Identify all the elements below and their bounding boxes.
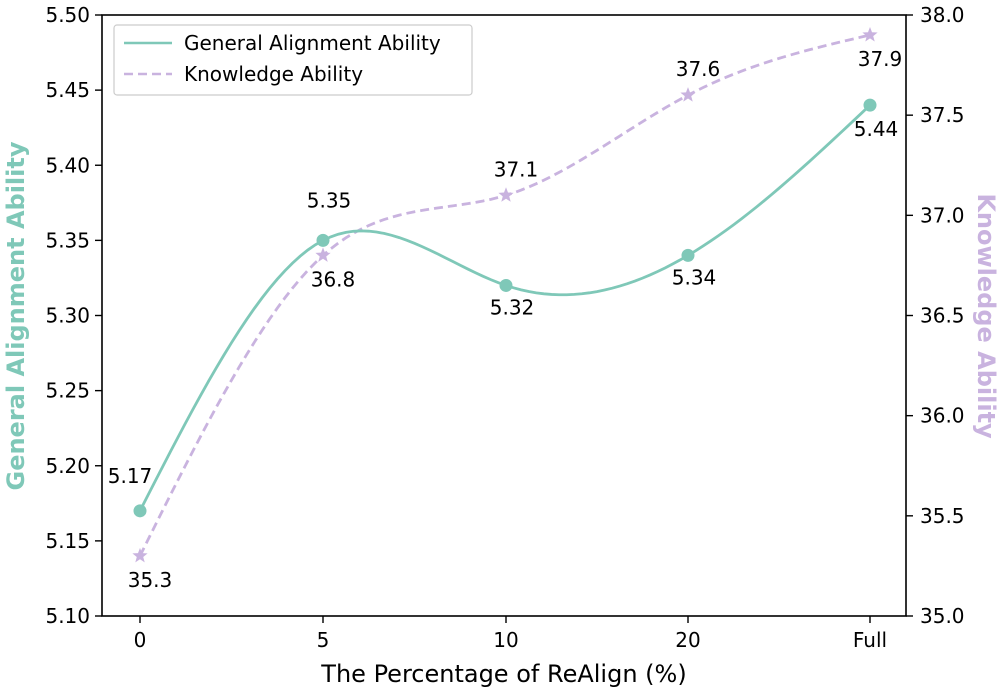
data-label-general: 5.44 [854,117,899,141]
y-right-tick-label: 35.0 [920,604,965,628]
y-right-tick-label: 36.5 [920,304,965,328]
point-general [316,233,330,247]
data-label-layer: 5.17 5.35 5.32 5.34 5.44 35.3 36.8 37.1 37.6 37.9 [108,47,903,592]
series-layer [132,27,878,563]
data-label-general: 5.17 [108,464,153,488]
axes-layer: 5.10 5.15 5.20 5.25 5.30 5.35 5.40 5.45 5.50 35.0… [45,3,964,652]
point-general [499,278,513,292]
point-knowledge [680,87,696,102]
y-axis-title-left: General Alignment Ability [2,141,30,490]
y-left-tick-label: 5.30 [45,304,90,328]
data-label-knowledge: 37.9 [858,47,903,71]
point-knowledge [862,27,878,42]
y-right-tick-label: 37.5 [920,103,965,127]
x-tick-label: 5 [317,628,330,652]
legend-label-general: General Alignment Ability [184,31,441,55]
data-label-knowledge: 37.1 [494,157,539,181]
y-left-tick-label: 5.50 [45,3,90,27]
y-left-tick-label: 5.45 [45,78,90,102]
y-axis-title-right: Knowledge Ability [972,193,1000,439]
y-right-tick-label: 37.0 [920,203,965,227]
data-label-general: 5.32 [490,295,535,319]
x-tick-label: 10 [493,628,518,652]
y-left-tick-label: 5.10 [45,604,90,628]
point-knowledge [132,547,148,563]
data-label-knowledge: 35.3 [128,568,173,592]
x-tick-label: 0 [134,628,147,652]
data-label-general: 5.35 [307,188,352,212]
y-right-tick-label: 36.0 [920,404,965,428]
y-left-tick-label: 5.25 [45,379,90,403]
y-left-tick-label: 5.40 [45,153,90,177]
x-tick-label: Full [853,628,887,652]
y-right-tick-label: 35.5 [920,504,965,528]
y-left-tick-label: 5.35 [45,228,90,252]
point-general [863,98,877,112]
y-right-tick-label: 38.0 [920,3,965,27]
data-label-general: 5.34 [672,265,717,289]
point-general [133,504,147,518]
data-label-knowledge: 37.6 [676,57,721,81]
x-axis-title: The Percentage of ReAlign (%) [320,660,686,688]
data-label-knowledge: 36.8 [311,267,356,291]
legend-frame [113,24,473,96]
y-left-tick-label: 5.20 [45,454,90,478]
point-knowledge [315,247,331,262]
point-knowledge [498,187,514,202]
point-general [681,248,695,262]
y-left-tick-label: 5.15 [45,529,90,553]
legend-label-knowledge: Knowledge Ability [184,62,363,86]
x-tick-label: 20 [675,628,700,652]
legend: General Alignment Ability Knowledge Abil… [113,24,473,96]
